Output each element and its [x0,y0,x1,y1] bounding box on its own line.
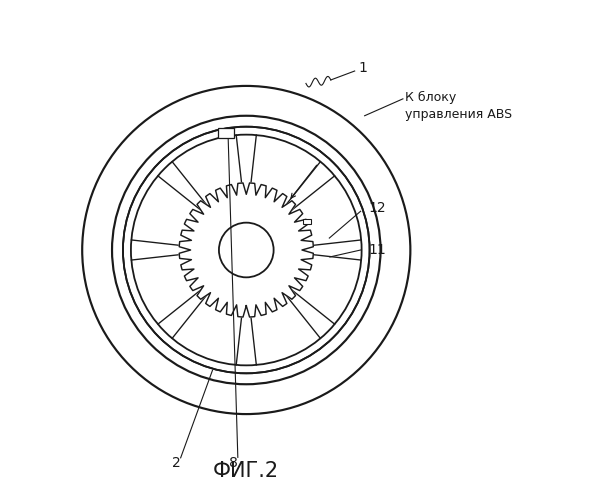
Text: К блоку
управления ABS: К блоку управления ABS [406,91,513,121]
Text: ФИГ.2: ФИГ.2 [213,462,279,481]
Text: 8: 8 [230,456,239,470]
Polygon shape [179,183,313,317]
Text: 12: 12 [368,201,386,215]
Text: 11: 11 [368,243,386,257]
Circle shape [112,116,381,384]
Bar [218,128,234,138]
Text: 2: 2 [172,456,181,470]
Text: 1: 1 [358,61,367,75]
Circle shape [219,222,274,278]
Circle shape [123,126,369,374]
Bar [303,219,311,224]
